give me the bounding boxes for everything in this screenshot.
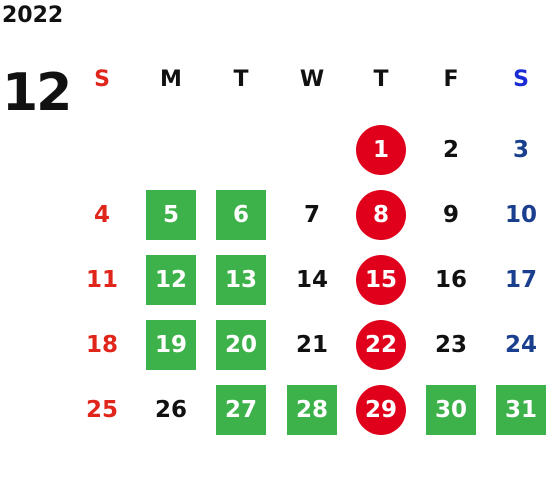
day-cell-15: 15 — [356, 255, 406, 305]
weekday-header-wed: W — [299, 66, 325, 92]
day-cell-18: 18 — [85, 332, 118, 358]
weekday-header-mon: M — [160, 66, 182, 92]
weekday-header-thu: T — [373, 66, 389, 92]
weekday-header-sat: S — [513, 66, 529, 92]
day-cell-4: 4 — [93, 202, 110, 228]
day-cell-30: 30 — [426, 385, 476, 435]
day-cell-5: 5 — [146, 190, 196, 240]
day-cell-31: 31 — [496, 385, 546, 435]
year-label: 2022 — [2, 3, 64, 28]
weekday-header-sun: S — [94, 66, 110, 92]
day-cell-7: 7 — [303, 202, 320, 228]
day-cell-22: 22 — [356, 320, 406, 370]
day-cell-2: 2 — [442, 137, 459, 163]
day-cell-28: 28 — [287, 385, 337, 435]
day-cell-23: 23 — [434, 332, 467, 358]
day-cell-24: 24 — [504, 332, 537, 358]
day-cell-13: 13 — [216, 255, 266, 305]
day-cell-29: 29 — [356, 385, 406, 435]
day-cell-17: 17 — [504, 267, 537, 293]
day-cell-19: 19 — [146, 320, 196, 370]
day-cell-9: 9 — [442, 202, 459, 228]
day-cell-11: 11 — [85, 267, 118, 293]
day-cell-16: 16 — [434, 267, 467, 293]
day-cell-10: 10 — [504, 202, 537, 228]
weekday-header-tue: T — [233, 66, 249, 92]
day-cell-8: 8 — [356, 190, 406, 240]
day-cell-26: 26 — [154, 397, 187, 423]
day-cell-25: 25 — [85, 397, 118, 423]
day-cell-1: 1 — [356, 125, 406, 175]
day-cell-6: 6 — [216, 190, 266, 240]
day-cell-3: 3 — [512, 137, 529, 163]
day-cell-14: 14 — [295, 267, 328, 293]
month-label: 12 — [2, 63, 72, 123]
day-cell-20: 20 — [216, 320, 266, 370]
day-cell-21: 21 — [295, 332, 328, 358]
weekday-header-fri: F — [443, 66, 459, 92]
day-cell-27: 27 — [216, 385, 266, 435]
day-cell-12: 12 — [146, 255, 196, 305]
